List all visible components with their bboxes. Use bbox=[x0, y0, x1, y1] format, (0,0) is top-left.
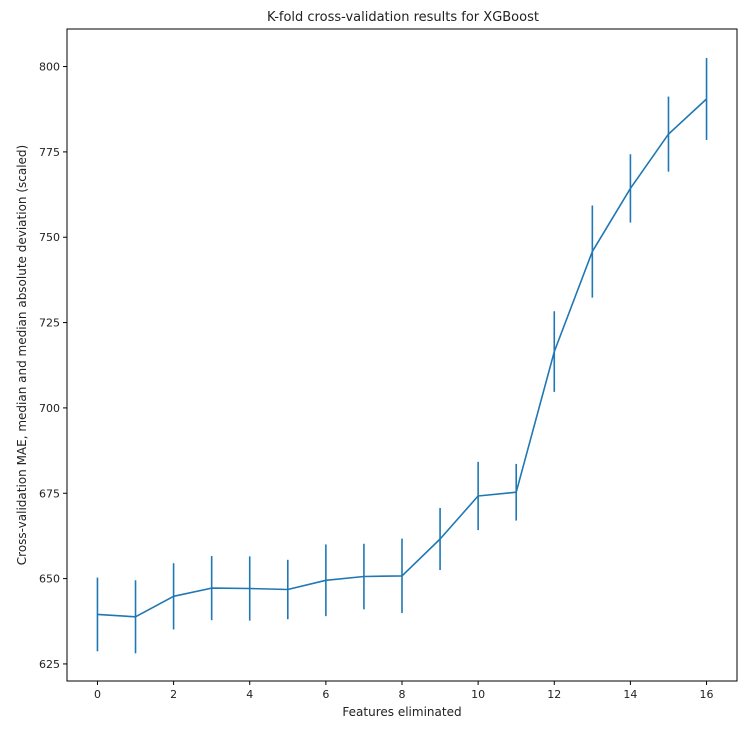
x-axis-label: Features eliminated bbox=[342, 705, 461, 719]
x-tick-label: 2 bbox=[170, 688, 177, 701]
y-tick-label: 650 bbox=[39, 573, 60, 586]
chart-title: K-fold cross-validation results for XGBo… bbox=[267, 10, 539, 25]
y-tick-label: 800 bbox=[39, 61, 60, 74]
plot-area: 0 2 4 6 8 10 12 14 16 625 650 675 700 725 750 775 800 bbox=[39, 28, 738, 701]
y-tick-label: 675 bbox=[39, 487, 60, 500]
y-tick-label: 625 bbox=[39, 658, 60, 671]
x-tick-label: 8 bbox=[399, 688, 406, 701]
x-tick-label: 12 bbox=[547, 688, 561, 701]
y-tick-label: 775 bbox=[39, 146, 60, 159]
series-line bbox=[97, 98, 708, 618]
x-tick-label: 16 bbox=[700, 688, 714, 701]
x-tick-label: 6 bbox=[322, 688, 329, 701]
x-tick-label: 10 bbox=[471, 688, 485, 701]
y-tick-label: 700 bbox=[39, 402, 60, 415]
x-tick-label: 4 bbox=[246, 688, 253, 701]
x-tick-label: 14 bbox=[623, 688, 637, 701]
x-axis: 0 2 4 6 8 10 12 14 16 bbox=[94, 681, 714, 701]
y-axis: 625 650 675 700 725 750 775 800 bbox=[39, 61, 67, 671]
y-tick-label: 725 bbox=[39, 317, 60, 330]
y-tick-label: 750 bbox=[39, 231, 60, 244]
y-axis-label: Cross-validation MAE, median and median … bbox=[15, 145, 29, 565]
series-line-group bbox=[97, 98, 708, 618]
x-tick-label: 0 bbox=[94, 688, 101, 701]
